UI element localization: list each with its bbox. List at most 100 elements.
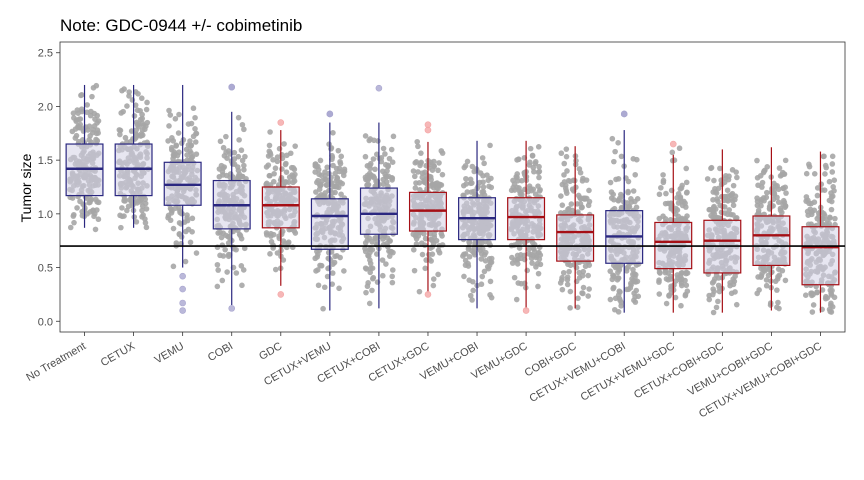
data-point [465,263,472,269]
data-point [318,182,324,189]
data-point [510,184,516,191]
data-point [526,251,532,257]
data-point [280,238,287,244]
x-tick-label: VEMU+GDC [469,340,529,382]
data-point [660,172,666,178]
data-point [267,129,273,135]
data-point [763,194,770,201]
data-point [144,99,150,106]
data-point [558,193,564,199]
data-point [461,164,468,171]
data-point [562,182,569,189]
data-point [607,296,614,303]
data-point [428,159,434,166]
data-point [563,153,570,160]
data-point [519,177,525,184]
data-point [274,154,281,160]
data-point [573,157,579,164]
data-point [130,136,136,142]
data-point [143,106,150,113]
data-point [575,192,582,199]
data-point [724,197,731,203]
data-point [759,179,766,186]
box [752,215,791,267]
data-point [413,235,420,242]
data-point [718,177,724,184]
data-point [292,143,298,149]
data-point [829,193,836,200]
y-tick-label: 1.5 [38,155,53,167]
data-point [624,286,630,293]
data-point [380,145,387,152]
data-point [185,121,192,127]
data-point [666,293,672,299]
data-point [464,189,471,195]
data-point [95,199,102,206]
data-point [336,285,342,292]
data-point [718,209,725,216]
data-point [422,169,428,176]
data-point [608,189,615,195]
data-point [470,287,477,294]
data-point [469,297,475,303]
data-point [139,214,145,220]
data-point [439,150,446,156]
data-point [464,158,471,165]
data-point [434,180,440,186]
data-point [820,153,827,160]
data-point [479,155,486,161]
data-point [481,252,488,258]
data-point [241,126,247,133]
data-point [579,290,585,296]
data-point [421,230,427,237]
data-point [683,165,690,172]
data-point [616,288,623,294]
data-point [617,191,624,198]
outlier-point [277,119,285,126]
data-point [422,242,428,248]
data-point [482,257,489,264]
data-point [631,297,637,304]
data-point [729,190,736,197]
data-point [678,302,684,309]
data-point [774,194,780,201]
data-point [667,200,673,207]
data-point [536,256,543,262]
data-point [413,180,419,186]
data-point [585,293,591,299]
data-point [575,209,581,215]
data-point [721,204,728,210]
data-point [382,151,388,157]
data-point [611,158,617,165]
data-point [215,267,222,273]
data-point [711,177,717,184]
data-point [424,185,430,192]
data-point [667,276,674,282]
data-point [90,207,96,213]
data-point [658,184,664,191]
data-point [419,174,426,181]
data-point [487,278,494,285]
data-point [677,194,684,200]
data-point [759,184,765,190]
data-point [730,212,736,218]
data-point [579,272,586,279]
data-point [240,267,247,273]
data-point [706,296,713,303]
x-tick-label: GDC [257,340,284,363]
data-point [481,160,487,167]
data-point [189,215,196,222]
data-point [811,170,818,177]
data-point [662,268,669,274]
data-point [218,234,225,241]
data-point [530,164,537,171]
data-point [524,267,531,274]
outlier-point [179,299,186,307]
data-point [166,123,172,129]
data-point [781,171,787,177]
box [261,186,300,229]
data-point [121,213,127,219]
x-tick-label: CETUX+COBI+GDC [632,340,726,401]
data-point [574,201,581,207]
data-point [814,289,820,295]
